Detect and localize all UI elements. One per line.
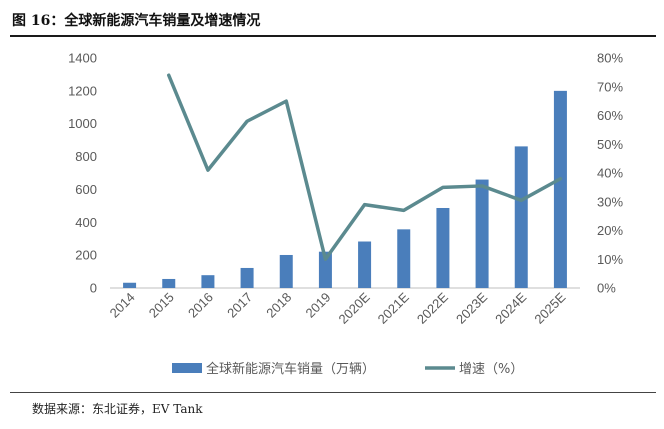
right-tick-label: 70%	[597, 79, 623, 94]
x-tick-label: 2019	[302, 290, 333, 321]
right-tick-label: 10%	[597, 252, 623, 267]
right-tick-label: 50%	[597, 137, 623, 152]
source-divider	[10, 392, 656, 393]
left-tick-label: 0	[90, 281, 97, 296]
x-tick-label: 2016	[185, 290, 216, 321]
bar	[162, 278, 176, 288]
right-axis-ticks: 0% 10% 20% 30% 40% 50% 60% 70% 80%	[597, 51, 623, 296]
growth-line	[167, 73, 563, 261]
x-tick-label: 2015	[146, 290, 177, 321]
right-tick-label: 40%	[597, 166, 623, 181]
x-tick-label: 2022E	[414, 289, 451, 326]
left-tick-label: 1200	[68, 83, 97, 98]
left-tick-label: 400	[75, 215, 97, 230]
bar	[436, 207, 450, 288]
bar	[279, 254, 293, 288]
title-divider	[10, 35, 656, 37]
bar	[318, 251, 332, 288]
legend-bar-label: 全球新能源汽车销量（万辆）	[206, 361, 375, 377]
bar	[553, 90, 567, 288]
right-tick-label: 60%	[597, 108, 623, 123]
x-tick-label: 2025E	[531, 289, 568, 326]
right-tick-label: 0%	[597, 281, 616, 296]
x-tick-label: 2020E	[336, 289, 373, 326]
right-tick-label: 80%	[597, 51, 623, 66]
x-axis-ticks: 2014 2015 2016 2017 2018 2019 2020E 2021E 2022E 2…	[107, 289, 569, 326]
right-tick-label: 30%	[597, 194, 623, 209]
x-tick-label: 2017	[224, 290, 255, 321]
legend-bar-swatch	[172, 363, 202, 373]
left-tick-label: 600	[75, 182, 97, 197]
right-tick-label: 20%	[597, 223, 623, 238]
bar	[240, 267, 254, 288]
x-tick-label: 2014	[107, 290, 138, 321]
x-tick-label: 2018	[263, 290, 294, 321]
legend-line-label: 增速（%）	[459, 362, 523, 377]
chart-legend: 全球新能源汽车销量（万辆） 增速（%）	[172, 361, 523, 377]
x-tick-label: 2023E	[453, 289, 490, 326]
figure-title: 图 16：全球新能源汽车销量及增速情况	[12, 13, 261, 29]
bar	[358, 241, 372, 288]
left-tick-label: 1000	[68, 116, 97, 131]
chart-canvas: 0 200 400 600 800 1000 1200 1400 0% 10% 20% 30% 40%…	[68, 51, 623, 378]
left-tick-label: 200	[75, 248, 97, 263]
bar	[514, 146, 528, 288]
source-note: 数据来源：东北证券，EV Tank	[32, 402, 203, 416]
left-tick-label: 800	[75, 149, 97, 164]
bar-series	[123, 90, 567, 288]
bar	[123, 282, 137, 288]
bar	[397, 229, 411, 288]
bar	[475, 179, 489, 288]
left-tick-label: 1400	[68, 51, 97, 66]
x-tick-label: 2021E	[375, 289, 412, 326]
left-axis-ticks: 0 200 400 600 800 1000 1200 1400	[68, 51, 97, 296]
x-tick-label: 2024E	[492, 289, 529, 326]
bar	[201, 275, 215, 288]
line-series	[167, 73, 563, 261]
